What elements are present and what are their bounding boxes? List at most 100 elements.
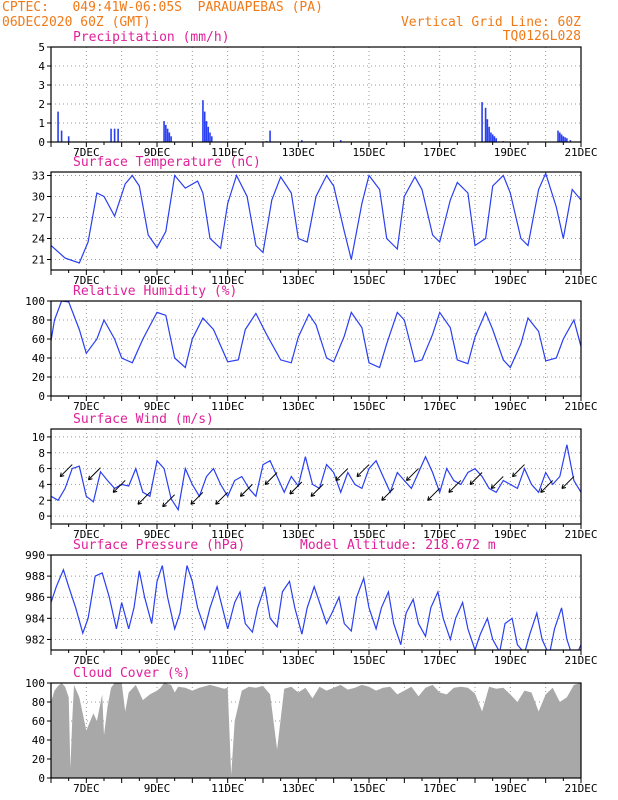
wind-wind-arrow-head	[540, 488, 545, 493]
precip-bar	[269, 130, 271, 142]
temp-xtick-label: 15DEC	[352, 274, 385, 287]
rh-title: Relative Humidity (%)	[73, 284, 237, 299]
wind-wind-arrow-head	[511, 472, 517, 478]
wind-wind-arrow	[335, 468, 349, 481]
precip-xtick-label: 13DEC	[282, 146, 315, 159]
cloud-ytick-label: 0	[38, 772, 45, 785]
temp-ytick-label: 27	[32, 212, 45, 225]
wind-xtick-label: 17DEC	[423, 528, 456, 541]
wind-wind-arrow-head	[335, 476, 340, 482]
wind-wind-arrow-head	[490, 484, 496, 489]
temp-xtick-label: 17DEC	[423, 274, 456, 287]
cloud-title: Cloud Cover (%)	[73, 666, 190, 681]
wind-wind-arrow-head	[215, 500, 220, 505]
precip-panel: 0 1 2 3 4 5 7DEC 9DEC 11DEC 13DEC 15DEC 17DEC 19DEC 2…	[38, 30, 597, 159]
wind-wind-arrow-head	[310, 492, 316, 497]
header-grid-note: Vertical Grid Line: 60Z	[400, 15, 581, 30]
wind-ytick-label: 2	[38, 494, 45, 507]
pressure-panel: 982 984 986 988 990 7DEC 9DEC 11DEC 13DEC 15DEC 17…	[25, 538, 597, 667]
rh-ytick-label: 80	[32, 314, 45, 327]
wind-wind-arrow	[215, 491, 229, 505]
temp-xtick-label: 19DEC	[494, 274, 527, 287]
rh-ytick-label: 60	[32, 333, 45, 346]
precip-bar	[202, 100, 204, 142]
temp-xtick-label: 21DEC	[564, 274, 597, 287]
precip-bar	[490, 132, 492, 142]
wind-wind-arrow	[289, 481, 303, 495]
wind-wind-arrow-head	[137, 500, 143, 505]
wind-wind-arrow	[427, 487, 441, 501]
wind-wind-arrow-head	[448, 488, 453, 493]
wind-wind-arrow-head	[264, 480, 270, 485]
precip-bar	[566, 138, 568, 142]
precip-ytick-label: 5	[38, 41, 45, 54]
header-station: CPTEC: 049:41W-06:05S PARAUAPEBAS (PA)	[2, 0, 323, 15]
precip-bar	[210, 136, 213, 142]
cloud-ytick-label: 60	[32, 715, 45, 728]
precip-bar	[562, 136, 565, 142]
wind-xtick-label: 15DEC	[352, 528, 385, 541]
wind-wind-arrow	[162, 494, 176, 508]
precip-bar	[569, 140, 572, 142]
cloud-xtick-label: 15DEC	[352, 782, 385, 795]
precip-xtick-label: 15DEC	[352, 146, 385, 159]
wind-wind-arrow-head	[469, 480, 475, 485]
wind-wind-arrow	[406, 468, 419, 481]
pressure-ytick-label: 986	[25, 591, 45, 604]
wind-ytick-label: 4	[38, 478, 45, 491]
precip-ytick-label: 1	[38, 117, 45, 130]
rh-xtick-label: 19DEC	[494, 400, 527, 413]
wind-ytick-label: 10	[32, 431, 45, 444]
wind-wind-arrow-head	[162, 502, 167, 508]
wind-ytick-label: 6	[38, 463, 45, 476]
temp-ytick-label: 33	[32, 170, 45, 183]
wind-ytick-label: 8	[38, 447, 45, 460]
cloud-xtick-label: 19DEC	[494, 782, 527, 795]
pressure-xtick-label: 19DEC	[494, 654, 527, 667]
precip-bar	[205, 121, 208, 142]
wind-wind-arrow	[310, 484, 324, 497]
temp-ytick-label: 30	[32, 191, 45, 204]
wind-xtick-label: 11DEC	[211, 528, 244, 541]
wind-xtick-label: 19DEC	[494, 528, 527, 541]
precip-bar	[207, 126, 210, 142]
pressure-xtick-label: 13DEC	[282, 654, 315, 667]
wind-wind-arrow	[381, 487, 395, 501]
precip-bar	[165, 124, 167, 142]
precip-bar	[493, 136, 496, 142]
cloud-xtick-label: 9DEC	[144, 782, 171, 795]
wind-wind-arrow-head	[405, 476, 411, 482]
wind-wind-arrow	[112, 480, 126, 493]
pressure-title: Surface Pressure (hPa)	[73, 538, 245, 553]
precip-bar	[301, 140, 303, 142]
wind-wind-arrow	[88, 467, 101, 481]
rh-panel: 0 20 40 60 80 100 7DEC 9DEC 11DEC 13DEC 15DEC 17DEC…	[25, 284, 597, 413]
rh-xtick-label: 13DEC	[282, 400, 315, 413]
cloud-xtick-label: 17DEC	[423, 782, 456, 795]
rh-series-line	[51, 301, 581, 369]
precip-bar	[481, 102, 483, 142]
cloud-panel: 0 20 40 60 80 100 7DEC 9DEC 11DEC 13DEC 15DEC 17DEC…	[25, 666, 597, 795]
wind-wind-arrow	[240, 484, 253, 497]
wind-wind-arrow-head	[190, 500, 196, 505]
cloud-area	[51, 683, 581, 778]
wind-xtick-label: 21DEC	[564, 528, 597, 541]
precip-bar	[163, 121, 165, 142]
precip-bar	[209, 132, 211, 142]
precip-bar	[57, 111, 59, 142]
temp-ytick-label: 24	[32, 233, 46, 246]
temp-series-line	[51, 172, 581, 264]
temp-xtick-label: 9DEC	[144, 274, 171, 287]
precip-bar	[166, 128, 169, 142]
wind-wind-arrow-head	[356, 472, 362, 478]
precip-xtick-label: 11DEC	[211, 146, 244, 159]
precip-title: Precipitation (mm/h)	[73, 30, 230, 45]
wind-xtick-label: 9DEC	[144, 528, 171, 541]
rh-xtick-label: 15DEC	[352, 400, 385, 413]
precip-bar	[495, 138, 497, 142]
pressure-frame	[50, 554, 582, 651]
pressure-annotation: Model Altitude: 218.672 m	[300, 538, 496, 553]
cloud-xtick-label: 13DEC	[282, 782, 315, 795]
wind-wind-arrow-head	[289, 489, 294, 495]
precip-xtick-label: 7DEC	[73, 146, 100, 159]
